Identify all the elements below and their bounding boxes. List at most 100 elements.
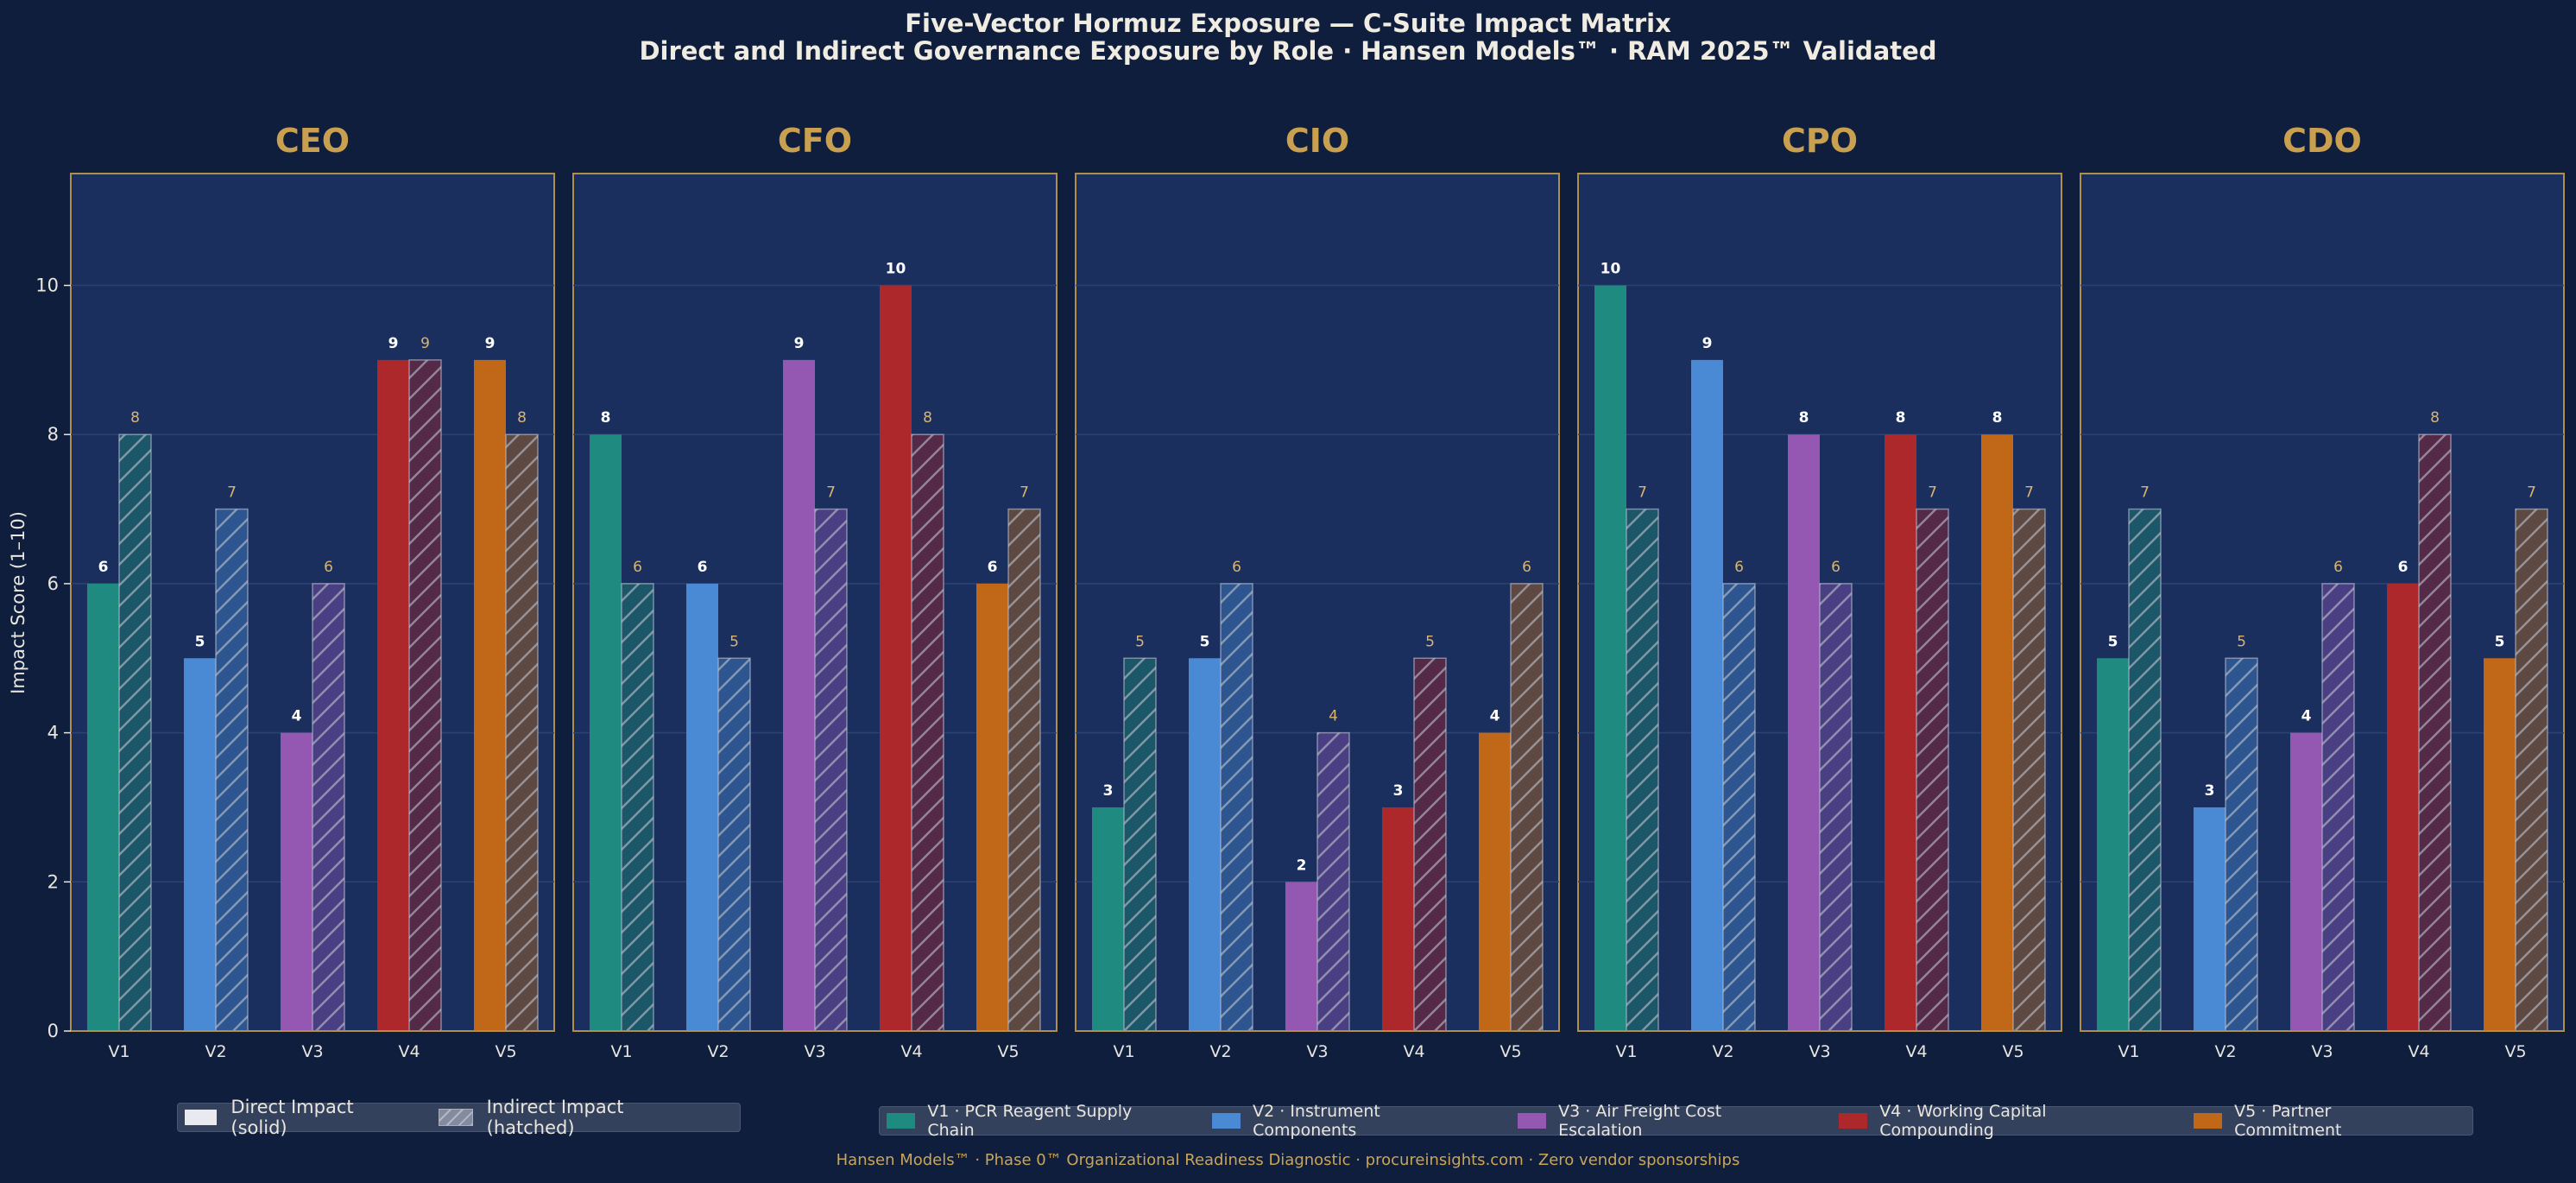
x-tick-label: V3 <box>1809 1042 1830 1061</box>
chart-title: Five-Vector Hormuz Exposure — C-Suite Im… <box>905 9 1671 38</box>
bar-indirect-v4 <box>911 433 944 1032</box>
bar-indirect-v5 <box>2515 508 2548 1032</box>
x-tick-label: V1 <box>1113 1042 1134 1061</box>
solid-swatch-icon <box>185 1110 218 1125</box>
data-label-indirect: 7 <box>1020 484 1029 502</box>
bar-indirect-v4 <box>1413 657 1447 1032</box>
panel-title: CDO <box>2282 122 2362 160</box>
legend-label: V3 · Air Freight Cost Escalation <box>1558 1102 1722 1140</box>
bar-direct-v2 <box>1189 658 1221 1031</box>
bar-direct-v1 <box>1092 807 1124 1031</box>
y-tick-label: 0 <box>47 1021 59 1041</box>
data-label-direct: 3 <box>1103 782 1114 800</box>
x-tick-label: V4 <box>1403 1042 1424 1061</box>
bar-indirect-v1 <box>1123 657 1157 1032</box>
bar-direct-v4 <box>377 359 409 1031</box>
color-swatch-icon <box>2193 1113 2223 1129</box>
data-label-direct: 5 <box>2108 633 2118 650</box>
x-tick-label: V4 <box>900 1042 922 1061</box>
bar-indirect-v3 <box>312 583 345 1032</box>
data-label-indirect: 8 <box>517 409 527 427</box>
bar-indirect-v2 <box>1722 583 1756 1032</box>
x-tick-label: V4 <box>398 1042 420 1061</box>
data-label-direct: 9 <box>1702 335 1713 352</box>
data-label-direct: 5 <box>2495 633 2505 650</box>
data-label-indirect: 7 <box>227 484 237 502</box>
data-label-indirect: 9 <box>420 335 430 352</box>
legend-label: V2 · Instrument Components <box>1253 1102 1380 1140</box>
bar-direct-v3 <box>281 732 313 1031</box>
bar-indirect-v4 <box>408 359 442 1032</box>
x-tick-label: V1 <box>1615 1042 1637 1061</box>
data-label-direct: 6 <box>698 559 708 576</box>
data-label-indirect: 6 <box>1831 559 1840 576</box>
data-label-direct: 5 <box>195 633 205 650</box>
bar-indirect-v1 <box>2128 508 2162 1032</box>
data-label-indirect: 6 <box>2333 559 2343 576</box>
data-label-direct: 6 <box>98 559 109 576</box>
data-label-direct: 6 <box>2398 559 2409 576</box>
panel-title: CFO <box>778 122 852 160</box>
data-label-indirect: 6 <box>324 559 333 576</box>
bar-indirect-v2 <box>717 657 751 1032</box>
bar-indirect-v3 <box>2321 583 2355 1032</box>
legend-label: V1 · PCR Reagent Supply Chain <box>927 1102 1133 1140</box>
panel-title: CIO <box>1285 122 1349 160</box>
x-tick-label: V2 <box>2214 1042 2236 1061</box>
bar-direct-v5 <box>1981 434 2013 1031</box>
bar-indirect-v2 <box>1220 583 1253 1032</box>
color-swatch-icon <box>1838 1113 1868 1129</box>
bar-direct-v5 <box>976 583 1008 1031</box>
legend-item-direct: Direct Impact (solid) <box>185 1097 413 1138</box>
panel-title: CEO <box>275 122 350 160</box>
x-tick-label: V4 <box>1905 1042 1927 1061</box>
data-label-direct: 3 <box>2205 782 2215 800</box>
data-label-direct: 4 <box>1490 708 1500 725</box>
x-tick-label: V1 <box>108 1042 129 1061</box>
bar-direct-v4 <box>1382 807 1414 1031</box>
bar-direct-v1 <box>2097 658 2129 1031</box>
x-tick-label: V3 <box>301 1042 323 1061</box>
x-tick-label: V5 <box>997 1042 1019 1061</box>
panel-cfo: CFO 8 6 V1 6 5 V2 9 7 V3 10 8 V4 6 7 V5 <box>572 122 1058 1061</box>
x-tick-label: V2 <box>205 1042 226 1061</box>
data-label-direct: 3 <box>1393 782 1404 800</box>
x-tick-label: V1 <box>610 1042 632 1061</box>
y-tick-label: 10 <box>35 275 59 296</box>
y-tick-label: 4 <box>47 723 59 743</box>
bar-direct-v2 <box>2194 807 2226 1031</box>
bar-indirect-v5 <box>1007 508 1041 1032</box>
bar-indirect-v3 <box>1316 731 1350 1032</box>
data-label-indirect: 7 <box>826 484 836 502</box>
bar-indirect-v5 <box>505 433 539 1032</box>
data-label-indirect: 5 <box>2237 633 2246 650</box>
data-label-indirect: 6 <box>1522 559 1531 576</box>
chart-subtitle: Direct and Indirect Governance Exposure … <box>639 36 1937 66</box>
legend-label: Indirect Impact (hatched) <box>486 1097 624 1138</box>
data-label-indirect: 6 <box>633 559 642 576</box>
bar-direct-v5 <box>2484 658 2516 1031</box>
x-tick-label: V3 <box>2311 1042 2333 1061</box>
data-label-indirect: 5 <box>729 633 739 650</box>
panel-cdo: CDO 5 7 V1 3 5 V2 4 6 V3 6 8 V4 5 7 V5 <box>2080 122 2565 1061</box>
bar-indirect-v1 <box>621 583 654 1032</box>
bar-direct-v1 <box>590 434 622 1031</box>
data-label-direct: 4 <box>292 708 302 725</box>
bar-direct-v1 <box>87 583 119 1031</box>
color-swatch-icon <box>887 1113 916 1129</box>
data-label-indirect: 8 <box>130 409 140 427</box>
x-tick-label: V1 <box>2118 1042 2139 1061</box>
data-label-indirect: 4 <box>1329 708 1338 725</box>
legend-item-v4: V4 · Working Capital Compounding <box>1838 1102 2161 1140</box>
y-tick-label: 6 <box>47 573 59 594</box>
x-tick-label: V2 <box>1712 1042 1733 1061</box>
bar-indirect-v1 <box>118 433 152 1032</box>
data-label-indirect: 7 <box>2527 484 2536 502</box>
legend-item-v2: V2 · Instrument Components <box>1211 1102 1485 1140</box>
legend-label: Direct Impact (solid) <box>230 1097 354 1138</box>
data-label-direct: 2 <box>1297 857 1307 874</box>
legend-label: V5 · Partner Commitment <box>2234 1102 2342 1140</box>
y-axis-label: Impact Score (1–10) <box>8 511 28 694</box>
panel-cio: CIO 3 5 V1 5 6 V2 2 4 V3 3 5 V4 4 6 V5 <box>1075 122 1560 1061</box>
